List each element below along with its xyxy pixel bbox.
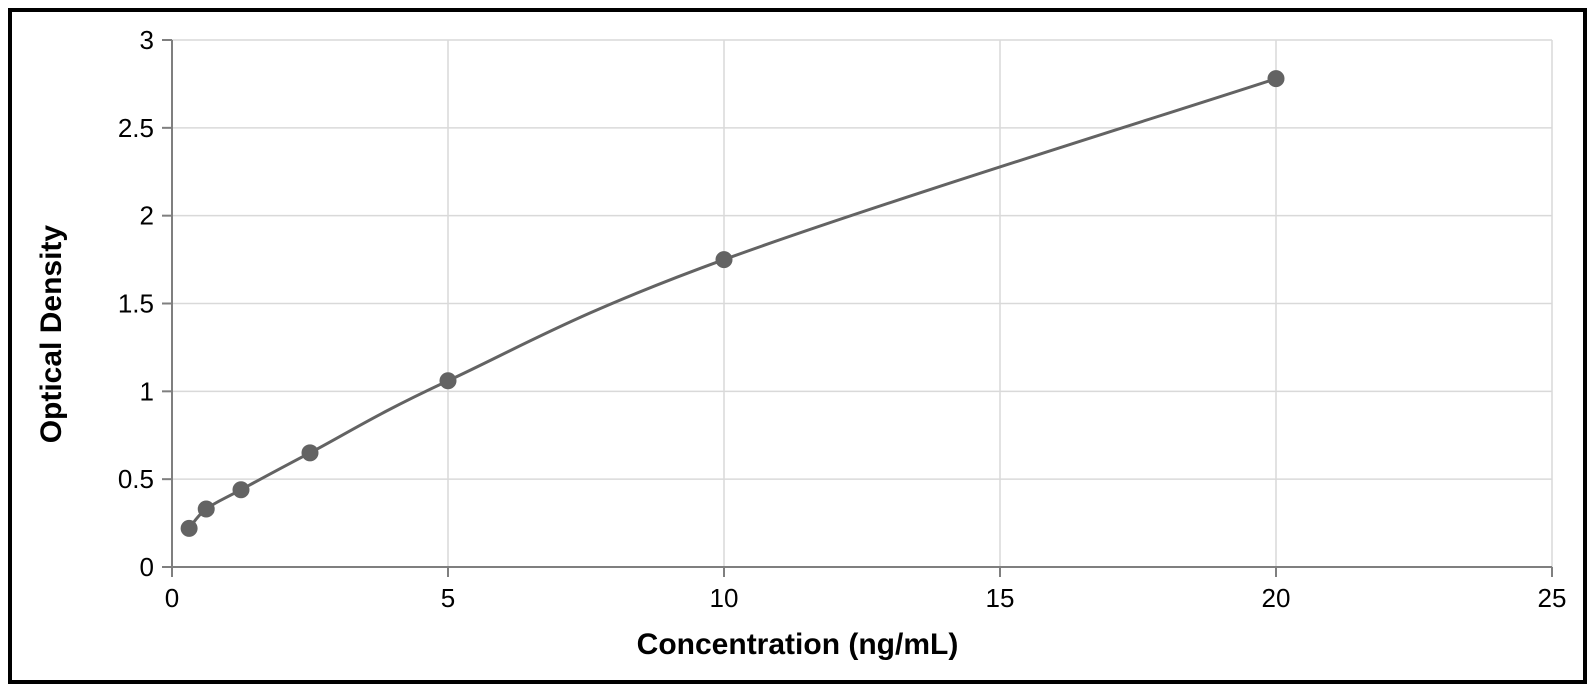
x-tick-label: 15	[986, 583, 1015, 613]
x-tick-label: 10	[710, 583, 739, 613]
x-tick-label: 0	[165, 583, 179, 613]
data-point	[181, 520, 197, 536]
x-tick-label: 20	[1262, 583, 1291, 613]
y-tick-label: 1.5	[118, 289, 154, 319]
x-axis-label: Concentration (ng/mL)	[637, 628, 959, 662]
data-point	[716, 252, 732, 268]
data-point	[302, 445, 318, 461]
data-point	[440, 373, 456, 389]
y-tick-label: 0	[140, 552, 154, 582]
y-tick-label: 2	[140, 201, 154, 231]
chart-svg: 0 5 10 15 20 25 0 0.5 1 1.5 2 2.5 3	[12, 12, 1583, 680]
y-axis-label: Optical Density	[35, 225, 69, 443]
y-tick-label: 3	[140, 25, 154, 55]
y-tick-label: 1	[140, 376, 154, 406]
x-tick-label: 5	[441, 583, 455, 613]
data-point	[1268, 71, 1284, 87]
y-tick-label: 0.5	[118, 464, 154, 494]
y-axis-label-wrap: Optical Density	[12, 12, 92, 680]
x-tick-label: 25	[1538, 583, 1567, 613]
data-point	[198, 501, 214, 517]
data-point	[233, 482, 249, 498]
chart-frame: 051015202500.511.522.53 Optical Density …	[8, 8, 1587, 684]
y-tick-label: 2.5	[118, 113, 154, 143]
